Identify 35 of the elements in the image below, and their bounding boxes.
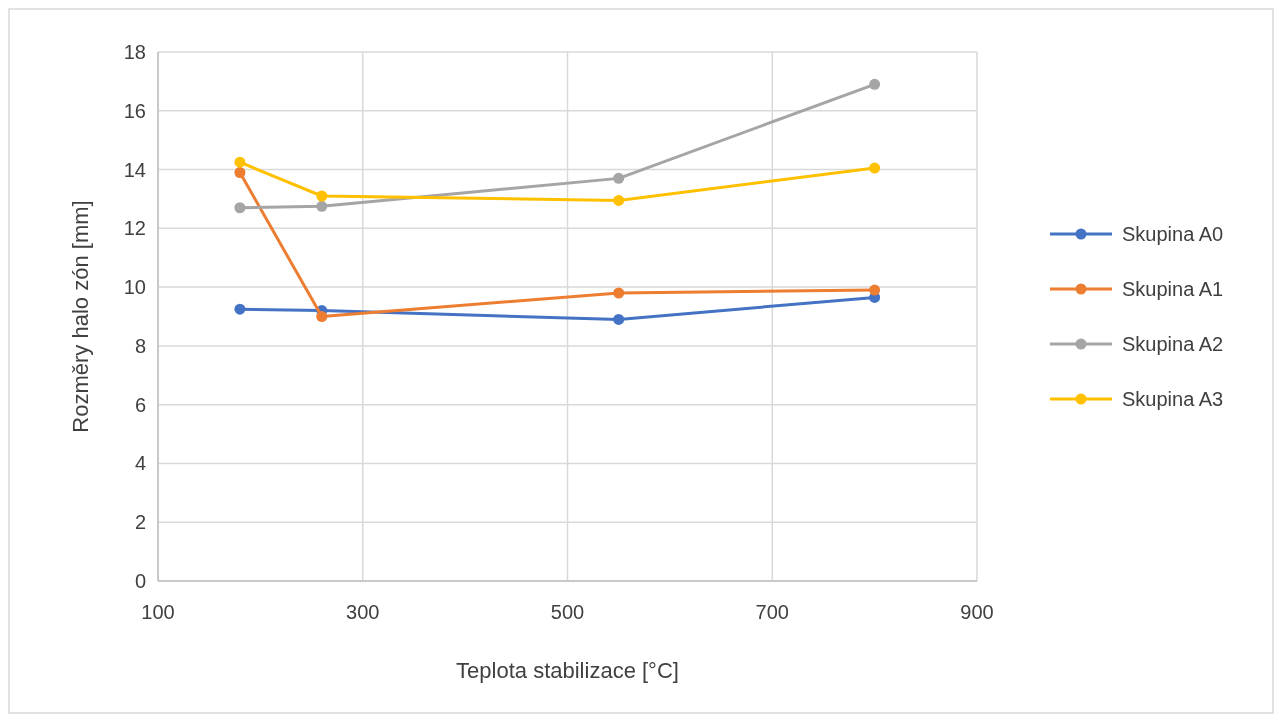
x-axis-title: Teplota stabilizace [°C] (456, 658, 679, 683)
y-axis-title: Rozměry halo zón [mm] (68, 200, 93, 433)
point (316, 311, 328, 322)
point (869, 284, 881, 296)
x-tick-label: 500 (550, 601, 585, 623)
y-tick-label: 6 (134, 393, 146, 416)
y-tick-label: 12 (123, 217, 146, 240)
y-tick-label: 0 (134, 570, 146, 592)
x-tick-label: 900 (960, 601, 994, 623)
y-tick-label: 14 (123, 158, 146, 181)
point (869, 78, 881, 90)
legend-label: Skupina A2 (1122, 333, 1224, 355)
legend-label: Skupina A3 (1122, 388, 1224, 410)
y-tick-label: 10 (123, 276, 146, 299)
x-tick-label: 100 (141, 601, 175, 623)
y-tick-label: 8 (134, 334, 146, 357)
point (234, 202, 246, 214)
point (613, 287, 625, 299)
legend-label: Skupina A0 (1122, 223, 1224, 245)
legend-label: Skupina A1 (1122, 278, 1224, 300)
point (234, 166, 246, 178)
point (234, 156, 246, 168)
x-tick-label: 300 (346, 601, 380, 623)
point (316, 190, 328, 202)
point (613, 172, 625, 184)
point (234, 303, 246, 315)
point (613, 194, 625, 206)
point (869, 162, 881, 174)
y-tick-label: 2 (134, 511, 146, 534)
y-tick-label: 16 (123, 99, 146, 122)
y-tick-label: 18 (123, 41, 146, 63)
point (613, 313, 625, 325)
y-tick-label: 4 (134, 452, 146, 475)
point (316, 200, 328, 212)
x-tick-label: 700 (755, 601, 789, 623)
